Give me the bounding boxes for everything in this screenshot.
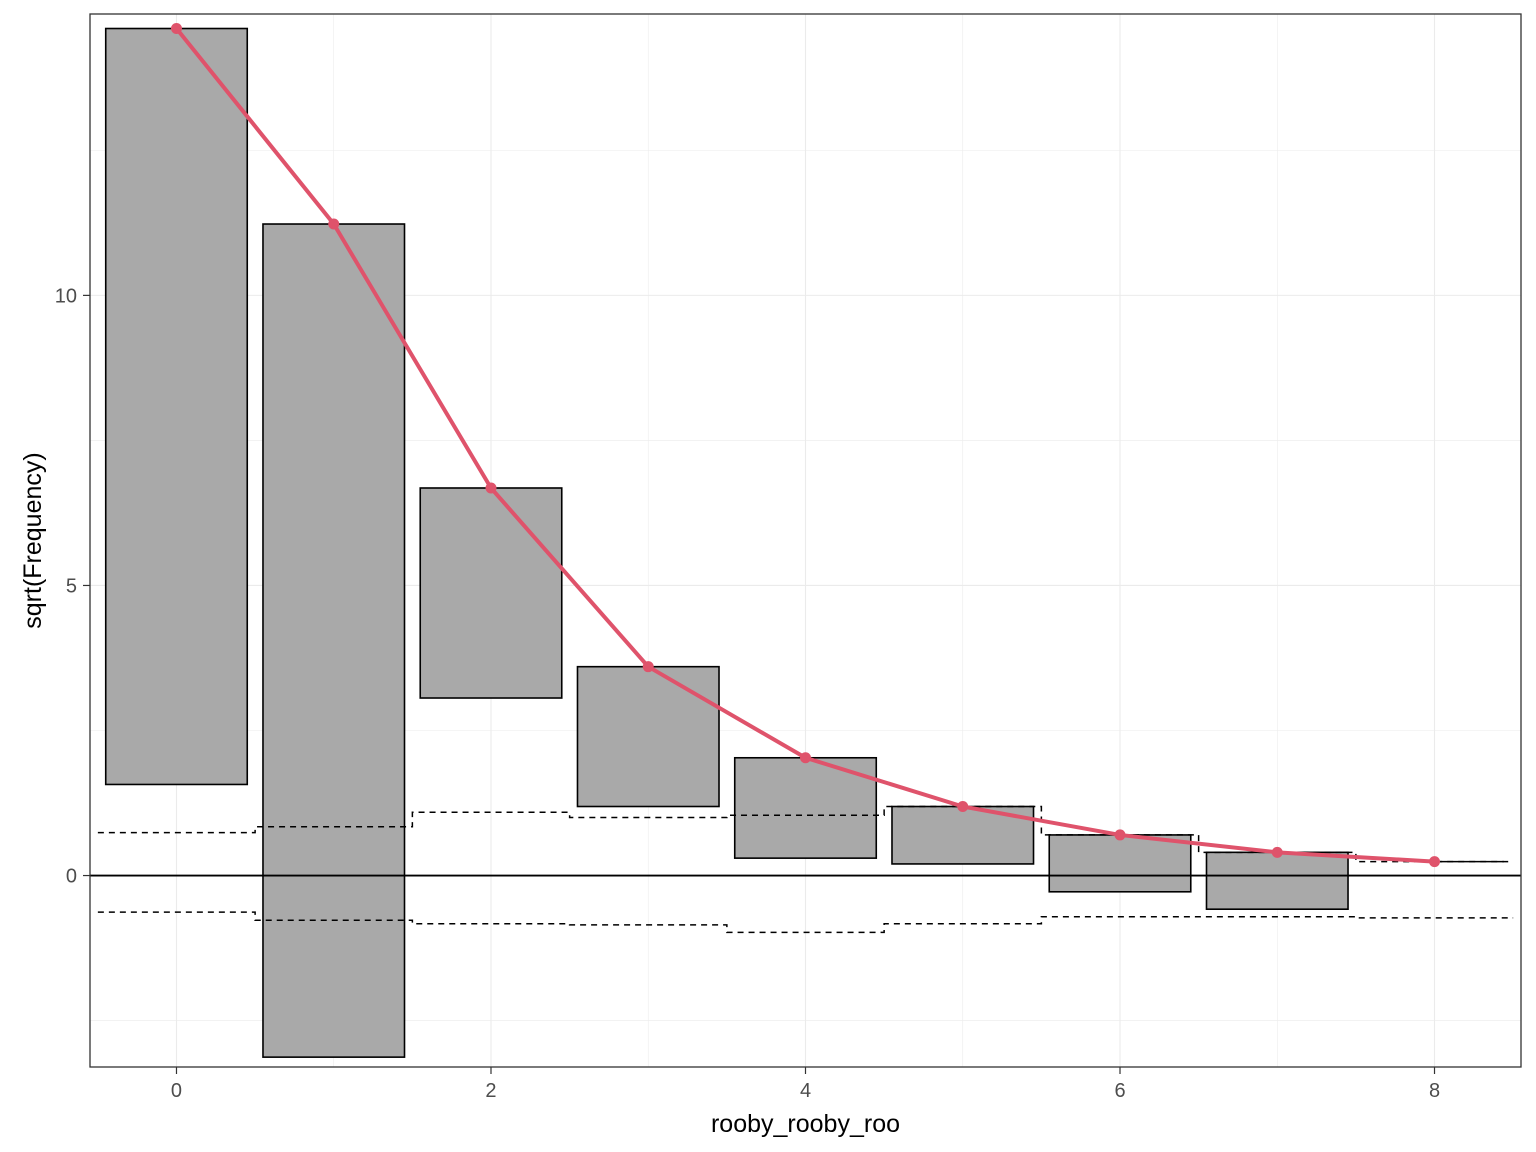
rootogram-bar — [1205, 851, 1349, 910]
x-tick-label: 2 — [485, 1080, 496, 1102]
x-tick-label: 6 — [1114, 1080, 1125, 1102]
x-tick-label: 8 — [1429, 1080, 1440, 1102]
expected-curve — [170, 23, 1441, 868]
expected-point — [957, 801, 969, 813]
y-tick-label: 10 — [55, 285, 77, 307]
y-tick-label: 5 — [66, 575, 77, 597]
x-axis-title: rooby_rooby_roo — [711, 1110, 900, 1138]
expected-point — [1114, 829, 1126, 841]
rootogram-bar — [733, 756, 878, 859]
expected-point — [642, 661, 654, 673]
rootogram-bar — [104, 27, 249, 786]
axes: 0 2 4 6 8 0 5 10 — [55, 285, 1440, 1102]
x-tick-label: 0 — [171, 1080, 182, 1102]
rootogram-bar — [576, 665, 720, 808]
expected-point — [1429, 856, 1441, 868]
expected-point — [328, 218, 340, 230]
y-tick-label: 0 — [66, 866, 77, 888]
confidence-band — [97, 805, 1514, 934]
rootogram-bar — [419, 487, 563, 699]
x-tick-label: 4 — [800, 1080, 811, 1102]
expected-point — [800, 752, 811, 764]
rootogram-bar — [1048, 834, 1192, 893]
y-axis-title: sqrt(Frequency) — [19, 452, 47, 628]
bars — [104, 27, 1349, 1058]
expected-point — [1271, 846, 1283, 858]
rootogram-bar — [262, 223, 406, 1058]
expected-point — [485, 482, 497, 494]
lower-band-line — [97, 911, 1514, 934]
expected-point — [170, 23, 182, 35]
